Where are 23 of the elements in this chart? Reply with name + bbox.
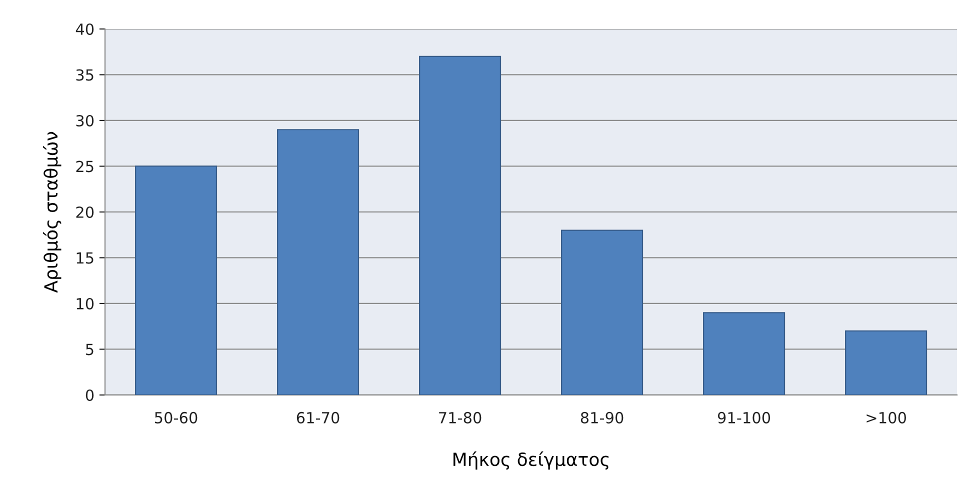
bar [276, 129, 360, 395]
y-axis-title: Αριθμός σταθμών [43, 132, 62, 293]
x-tick-label: 61-70 [296, 412, 340, 424]
y-tick-label: 35 [76, 69, 94, 81]
y-tick-label: 40 [76, 23, 94, 35]
y-tick-label: 30 [76, 114, 94, 127]
y-tick-label: 0 [86, 389, 94, 402]
bar [703, 312, 786, 395]
x-tick-label: 71-80 [439, 412, 482, 424]
x-tick-label: 81-90 [580, 412, 624, 424]
y-tick-label: 10 [76, 298, 94, 310]
y-tick-label: 15 [76, 252, 94, 264]
bar [561, 230, 644, 395]
x-tick-label: >100 [866, 412, 906, 424]
y-tick-label: 5 [86, 344, 94, 356]
bar [419, 56, 502, 395]
x-axis-title: Μήκος δείγματος [454, 451, 609, 470]
y-tick-label: 25 [76, 160, 94, 172]
x-tick-label: 91-100 [718, 412, 770, 424]
bar [134, 166, 218, 395]
x-tick-label: 50-60 [155, 412, 198, 424]
y-tick-label: 20 [76, 206, 94, 218]
bar [845, 330, 928, 395]
